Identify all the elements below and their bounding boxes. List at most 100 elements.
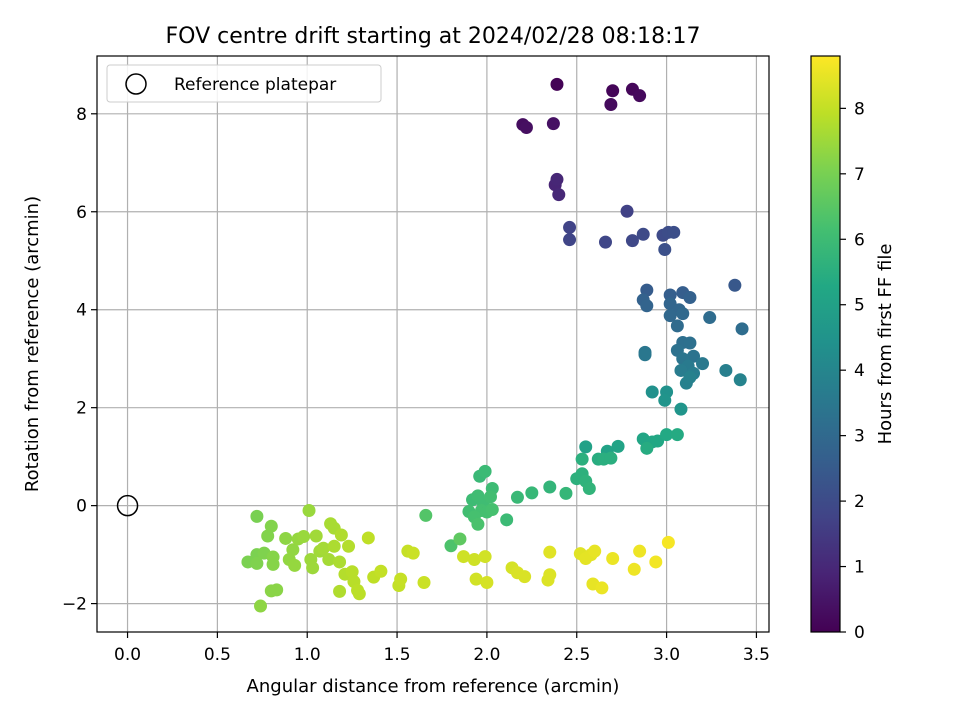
data-point (270, 583, 284, 597)
x-tick-label: 3.5 (743, 645, 770, 665)
x-tick-label: 1.0 (294, 645, 321, 665)
x-axis-label: Angular distance from reference (arcmin) (247, 676, 620, 697)
data-point (627, 562, 641, 576)
data-point (419, 508, 433, 522)
data-point (374, 564, 388, 578)
data-point (342, 539, 356, 553)
data-point (322, 553, 336, 567)
data-point (735, 322, 749, 336)
colorbar-tick-label: 4 (854, 361, 865, 381)
y-axis-label: Rotation from reference (arcmin) (22, 196, 43, 492)
data-point (658, 393, 672, 407)
x-tick-label: 0.0 (114, 645, 141, 665)
data-point (670, 428, 684, 442)
data-point (683, 336, 697, 350)
y-tick-label: −2 (62, 595, 87, 615)
data-point (478, 464, 492, 478)
data-point (361, 531, 375, 545)
data-point (575, 452, 589, 466)
data-point (543, 480, 557, 494)
data-point (266, 557, 280, 571)
data-point (651, 434, 665, 448)
colorbar (810, 55, 841, 633)
data-point (471, 517, 485, 531)
data-point (469, 572, 483, 586)
y-tick-label: 2 (76, 399, 87, 419)
colorbar-tick-label: 0 (854, 623, 865, 643)
y-tick-label: 0 (76, 497, 87, 517)
data-point (633, 89, 647, 103)
x-tick-label: 3.0 (653, 645, 680, 665)
data-point (546, 117, 560, 131)
data-point (674, 363, 688, 377)
data-point (552, 188, 566, 202)
data-point (483, 490, 497, 504)
chart-title: FOV centre drift starting at 2024/02/28 … (166, 24, 701, 49)
data-point (316, 541, 330, 555)
legend: Reference platepar (106, 64, 382, 103)
y-axis: −2 0 2 4 6 8 (62, 105, 97, 615)
data-point (334, 528, 348, 542)
scatter-points (241, 77, 749, 613)
data-point (467, 553, 481, 567)
data-point (604, 97, 618, 111)
data-point (543, 568, 557, 582)
data-point (444, 539, 458, 553)
data-point (519, 121, 533, 135)
legend-box (106, 64, 382, 103)
data-point (264, 519, 278, 533)
data-point (683, 290, 697, 304)
data-point (480, 576, 494, 590)
data-point (683, 370, 697, 384)
data-point (728, 278, 742, 292)
data-point (640, 283, 654, 297)
data-point (733, 373, 747, 387)
y-tick-label: 4 (76, 301, 87, 321)
colorbar-tick-label: 8 (854, 99, 865, 119)
data-point (703, 311, 717, 325)
data-point (638, 348, 652, 362)
data-point (620, 204, 634, 218)
data-point (611, 439, 625, 453)
data-point (633, 544, 647, 558)
data-point (719, 363, 733, 377)
colorbar-tick-label: 3 (854, 427, 865, 447)
data-point (687, 349, 701, 363)
data-point (345, 565, 359, 579)
data-point (394, 572, 408, 586)
x-axis: 0.0 0.5 1.0 1.5 2.0 2.5 3.0 3.5 (114, 632, 770, 665)
data-point (582, 481, 596, 495)
colorbar-tick-label: 5 (854, 296, 865, 316)
plot-frame (96, 55, 770, 633)
x-tick-label: 1.5 (384, 645, 411, 665)
data-point (661, 535, 675, 549)
data-point (254, 599, 268, 613)
legend-marker (125, 73, 147, 95)
data-point (645, 385, 659, 399)
data-point (595, 581, 609, 595)
data-point (500, 513, 514, 527)
grid (97, 56, 769, 632)
data-point (625, 234, 639, 248)
data-point (279, 531, 293, 545)
data-point (518, 570, 532, 584)
data-point (606, 84, 620, 98)
data-point (543, 545, 557, 559)
data-point (333, 584, 347, 598)
data-point (660, 428, 674, 442)
data-point (667, 225, 681, 239)
data-point (674, 402, 688, 416)
data-point (352, 587, 366, 601)
data-point (327, 539, 341, 553)
data-point (302, 504, 316, 518)
data-point (306, 561, 320, 575)
data-point (457, 550, 471, 564)
data-point (406, 546, 420, 560)
data-point (453, 532, 467, 546)
data-point (658, 242, 672, 256)
data-point (333, 555, 347, 569)
x-tick-label: 2.0 (473, 645, 500, 665)
y-tick-label: 8 (76, 105, 87, 125)
reference-marker (116, 494, 139, 517)
